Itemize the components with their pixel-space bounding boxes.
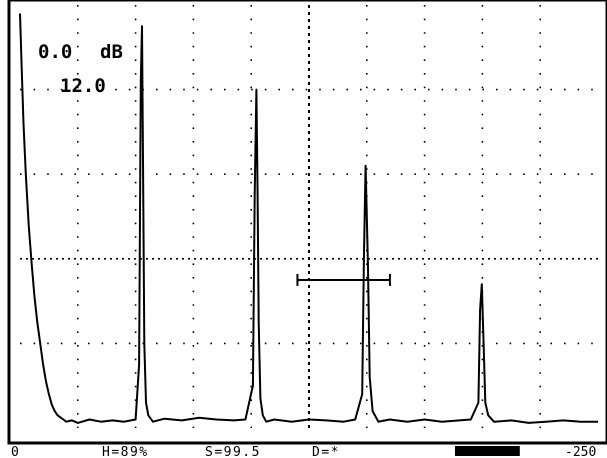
battery-indicator-icon <box>455 446 520 456</box>
gain-step-readout: 12.0 <box>60 75 106 97</box>
echo-trace <box>19 13 598 424</box>
range-end-label: -250 <box>565 445 596 458</box>
sound-path-readout: S=99.5 <box>205 445 261 458</box>
display-grid <box>20 5 598 428</box>
gate-marker-icon <box>296 273 391 286</box>
height-readout: H=89% <box>102 445 149 458</box>
gain-readout: 0.0 <box>38 41 72 63</box>
gain-unit: dB <box>100 41 123 63</box>
status-bar: 0 H=89% S=99.5 D=* -250 <box>9 442 607 458</box>
depth-readout: D=* <box>312 445 340 458</box>
range-start-label: 0 <box>11 445 19 458</box>
